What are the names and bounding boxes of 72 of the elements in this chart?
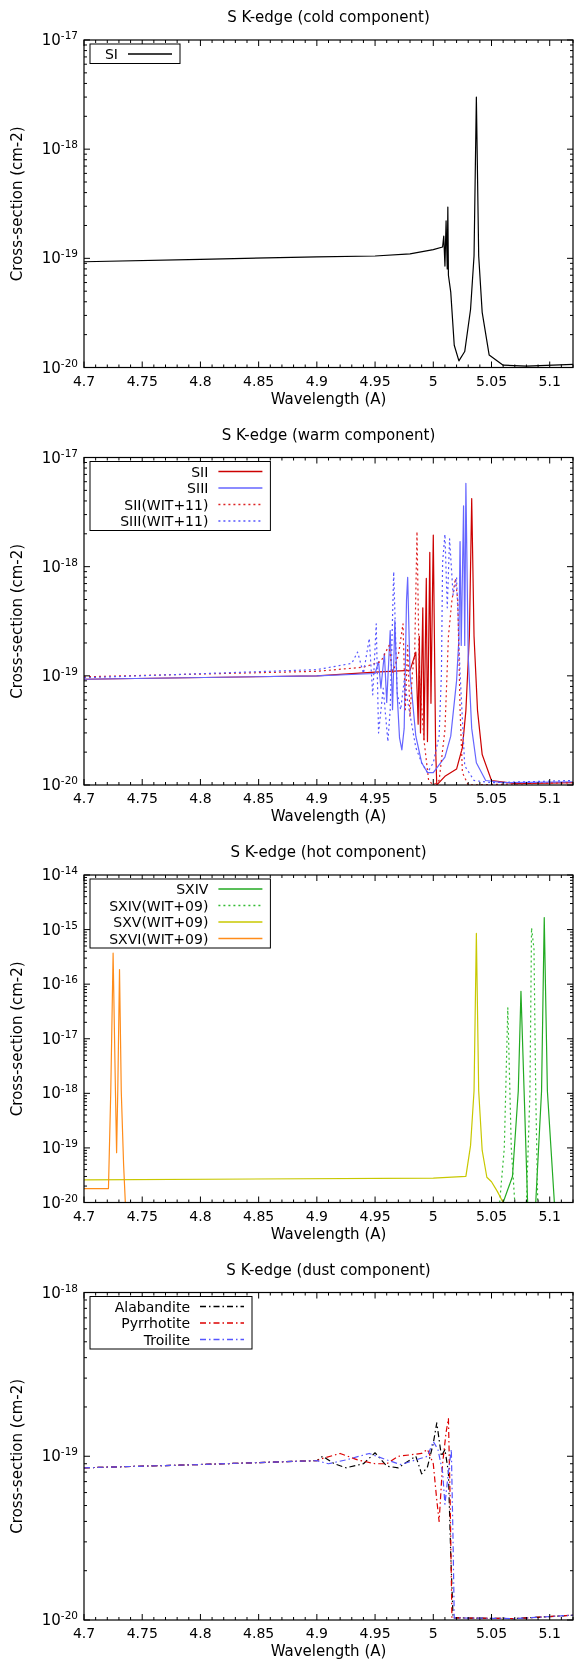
line-series	[84, 932, 504, 1203]
y-tick-label: 10$^{-18}$	[41, 1082, 78, 1103]
x-tick-label: 4.95	[359, 372, 391, 389]
x-tick-label: 5	[428, 372, 438, 389]
legend-label: SIII	[187, 480, 209, 496]
x-axis-title: Wavelength (A)	[270, 389, 387, 408]
y-tick-label: 10$^{-18}$	[41, 1281, 78, 1302]
legend-label: SI	[104, 46, 118, 62]
legend-label: SII	[191, 463, 209, 480]
x-tick-label: 5	[428, 790, 438, 806]
y-axis-title: Cross-section (cm-2)	[8, 543, 26, 699]
legend-label: Pyrrhotite	[121, 1315, 190, 1331]
legend-label: SXVI(WIT+09)	[109, 930, 209, 947]
x-tick-label: 5.05	[475, 372, 508, 389]
x-tick-label: 5.05	[475, 1625, 508, 1641]
y-axis-title: Cross-section (cm-2)	[8, 126, 26, 282]
x-axis-title: Wavelength (A)	[270, 1642, 387, 1660]
x-tick-label: 4.8	[189, 372, 212, 389]
x-tick-label: 4.9	[305, 1207, 328, 1224]
x-tick-label: 5.1	[538, 790, 561, 806]
y-tick-label: 10$^{-19}$	[41, 1445, 78, 1466]
x-tick-label: 4.85	[243, 790, 275, 806]
y-tick-label: 10$^{-18}$	[41, 138, 78, 159]
legend-label: SIII(WIT+11)	[120, 513, 209, 529]
chart-title: S K-edge (cold component)	[227, 8, 430, 26]
x-tick-label: 4.8	[189, 1207, 212, 1224]
x-axis-title: Wavelength (A)	[270, 807, 387, 825]
x-tick-label: 4.75	[126, 1625, 158, 1641]
x-tick-label: 4.75	[126, 372, 158, 389]
y-tick-label: 10$^{-19}$	[41, 247, 78, 268]
y-tick-label: 10$^{-15}$	[41, 918, 78, 939]
x-tick-label: 4.85	[243, 372, 275, 389]
x-tick-label: 5.05	[475, 790, 508, 806]
chart-title: S K-edge (hot component)	[230, 843, 427, 861]
x-tick-label: 4.85	[243, 1207, 275, 1224]
x-tick-label: 5.05	[475, 1207, 508, 1224]
y-tick-label: 10$^{-18}$	[41, 555, 78, 576]
line-series	[84, 952, 126, 1203]
y-tick-label: 10$^{-19}$	[41, 1136, 78, 1157]
legend-label: SII(WIT+11)	[124, 496, 209, 513]
y-tick-label: 10$^{-17}$	[41, 29, 78, 49]
x-tick-label: 4.9	[305, 1625, 328, 1641]
x-axis-title: Wavelength (A)	[270, 1224, 387, 1243]
x-tick-label: 4.8	[189, 790, 212, 806]
x-tick-label: 5.1	[538, 1625, 561, 1641]
chart-title: S K-edge (warm component)	[221, 425, 436, 444]
y-tick-label: 10$^{-17}$	[41, 446, 78, 467]
x-tick-label: 5	[428, 1207, 438, 1224]
x-tick-label: 4.75	[126, 1207, 158, 1224]
x-tick-label: 4.85	[243, 1625, 275, 1641]
x-tick-label: 4.9	[305, 372, 328, 389]
y-tick-label: 10$^{-19}$	[41, 664, 78, 685]
x-tick-label: 5.1	[538, 372, 561, 389]
y-axis-title: Cross-section (cm-2)	[8, 1378, 26, 1534]
legend-label: SXV(WIT+09)	[113, 914, 209, 930]
y-axis-title: Cross-section (cm-2)	[8, 961, 26, 1117]
x-tick-label: 4.75	[126, 790, 158, 806]
chart-title: S K-edge (dust component)	[226, 1260, 431, 1279]
legend-label: SXIV(WIT+09)	[109, 897, 209, 914]
legend-label: Alabandite	[114, 1298, 190, 1315]
legend-label: SXIV	[176, 881, 209, 897]
x-tick-label: 4.95	[359, 1625, 391, 1641]
x-tick-label: 4.9	[305, 790, 328, 806]
y-tick-label: 10$^{-16}$	[41, 973, 79, 994]
y-tick-label: 10$^{-14}$	[41, 864, 79, 884]
legend-label: Troilite	[142, 1331, 190, 1348]
x-tick-label: 5.1	[538, 1207, 561, 1224]
x-tick-label: 4.95	[359, 790, 391, 806]
y-tick-label: 10$^{-17}$	[41, 1027, 78, 1048]
x-tick-label: 4.8	[189, 1625, 212, 1641]
x-tick-label: 5	[428, 1625, 438, 1641]
x-tick-label: 4.95	[359, 1207, 391, 1224]
